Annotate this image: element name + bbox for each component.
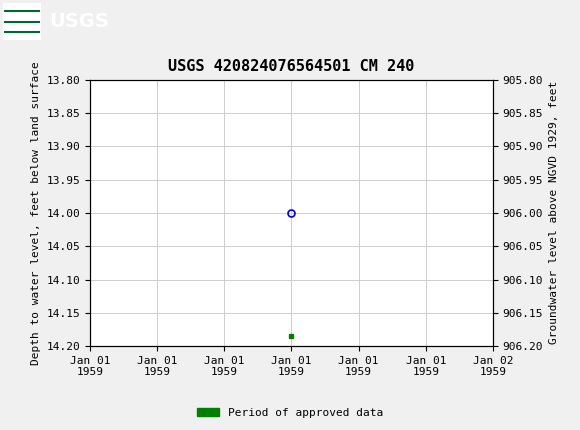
FancyBboxPatch shape — [3, 3, 41, 40]
Y-axis label: Depth to water level, feet below land surface: Depth to water level, feet below land su… — [31, 61, 41, 365]
Legend: Period of approved data: Period of approved data — [193, 403, 387, 422]
Title: USGS 420824076564501 CM 240: USGS 420824076564501 CM 240 — [168, 59, 415, 74]
Y-axis label: Groundwater level above NGVD 1929, feet: Groundwater level above NGVD 1929, feet — [549, 81, 559, 344]
Text: USGS: USGS — [49, 12, 109, 31]
